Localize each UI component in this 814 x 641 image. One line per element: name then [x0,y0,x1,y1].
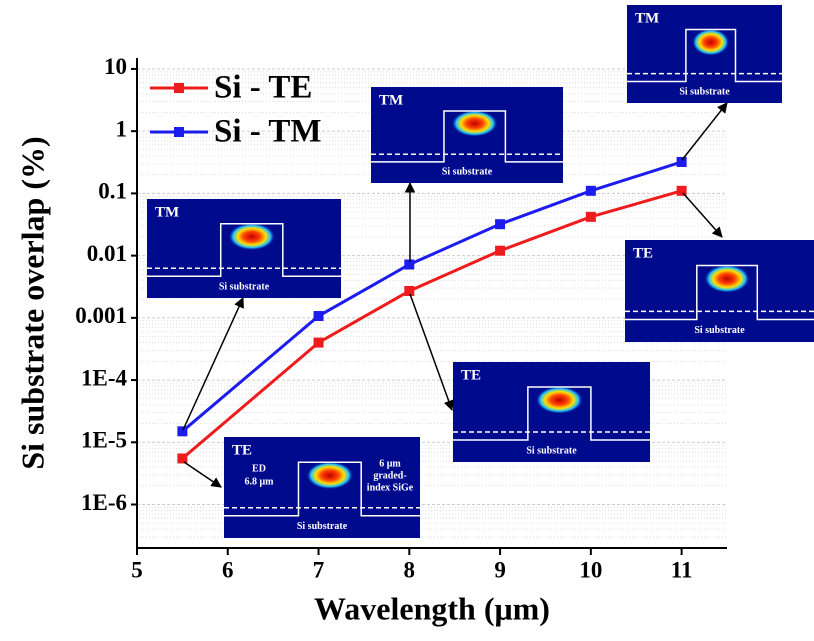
inset-note: ED [252,464,266,475]
mode-profile [451,110,499,137]
legend-marker [174,127,184,137]
inset-mode: TE [461,367,481,383]
x-tick-label: 11 [671,557,693,582]
inset-mode: TM [379,92,403,108]
y-tick-label: 1E-5 [81,428,127,453]
x-tick-label: 7 [313,557,325,582]
ridge [371,110,563,163]
inset-note: 6.8 μm [245,477,275,488]
ridge [625,264,814,321]
y-tick-label: 1 [116,116,128,141]
y-tick-label: 1E-4 [81,365,128,390]
series-line [181,189,683,460]
mode-profile [228,222,276,251]
mode-profile [691,28,730,56]
axes [136,58,727,549]
inset: TE Si substrate [625,240,814,342]
ridge [627,28,782,83]
inset-substrate: Si substrate [219,281,270,292]
arrow [681,102,728,161]
x-tick-label: 8 [404,557,416,582]
arrow [182,297,244,431]
y-tick-label: 0.001 [75,303,127,328]
x-tick-label: 10 [579,557,602,582]
point [313,311,324,322]
arrow [183,461,222,488]
y-tick-label: 10 [104,54,127,79]
inset: TE Si substrate [453,362,650,462]
inset-note: graded- [373,471,406,482]
inset-substrate: Si substrate [526,445,577,456]
mode-profile [535,386,584,414]
inset-substrate: Si substrate [297,521,348,532]
inset-mode: TM [155,204,179,220]
legend-label: Si - TM [214,114,322,150]
point [313,337,324,348]
inset: TM Si substrate [147,199,341,298]
point [495,219,506,230]
point [404,286,415,297]
point [676,156,687,167]
point [177,453,188,464]
inset-substrate: Si substrate [679,87,730,98]
ridge [453,386,650,441]
inset-substrate: Si substrate [442,167,493,178]
point [676,185,687,196]
series-line [181,160,683,433]
arrow [409,293,454,411]
point [585,185,596,196]
y-tick-label: 0.01 [87,241,127,266]
x-tick-label: 5 [131,557,143,582]
inset: TM Si substrate [371,87,563,183]
mode-profile [306,461,354,490]
arrow [682,192,723,238]
inset-mode: TE [633,245,653,261]
legend-marker [174,83,184,93]
y-tick-label: 0.1 [98,179,127,204]
inset-substrate: Si substrate [694,325,745,336]
point [585,211,596,222]
y-axis-label: Si substrate overlap (%) [14,136,50,469]
point [404,259,415,270]
y-tick-label: 1E-6 [81,490,127,515]
inset: TM Si substrate [627,5,782,103]
inset-note: 6 μm [379,459,401,470]
point [177,426,188,437]
x-tick-label: 9 [494,557,506,582]
ridge [147,223,341,277]
ridge [224,461,420,517]
inset-mode: TM [635,10,659,26]
point [495,245,506,256]
x-axis-label: Wavelength (μm) [314,590,550,626]
legend-label: Si - TE [214,70,312,106]
mode-profile [704,264,751,294]
x-tick-label: 6 [222,557,234,582]
inset-mode: TE [232,442,252,458]
inset-note: index SiGe [367,483,414,494]
